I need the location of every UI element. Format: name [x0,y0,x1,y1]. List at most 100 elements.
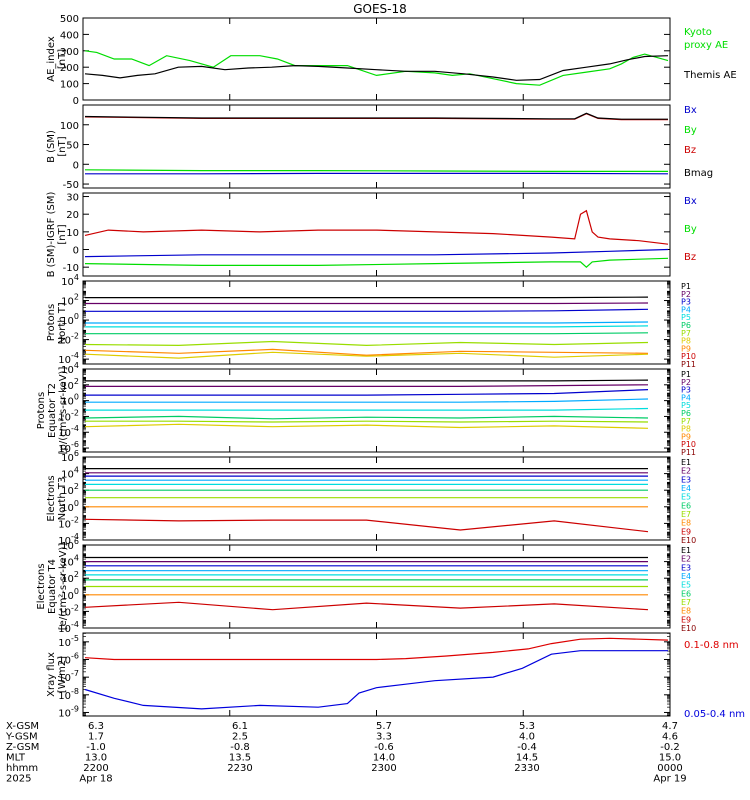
y-axis-label: B (SM) [46,130,57,163]
y-tick-label: 10-9 [58,704,79,719]
series-line-by [84,257,669,269]
series-line-p1 [85,379,649,382]
panel-frame [82,17,671,101]
legend-entry: 0.1-0.8 nm [684,640,739,651]
y-tick-label: 30 [66,193,79,204]
series-line-0-05-0-4-nm [84,650,668,710]
legend-entry: By [684,224,697,235]
y-axis-label: North T1 [57,301,68,345]
legend-entry: Bz [684,252,696,263]
legend-entry: P10 [681,352,696,361]
x-axis-value: 2300 [371,763,396,774]
legend-entry: E1 [681,546,691,555]
legend-entry: P4 [681,393,691,402]
legend-entry: E5 [681,493,691,502]
x-axis-value: -0.2 [660,742,680,753]
legend-entry: E2 [681,555,691,564]
time-axis-table: X-GSM 6.3 6.1 5.7 5.3 4.7 Y-GSM 1.7 2.5 3.3 4.0 4.6… [5,721,687,785]
x-axis-value: 6.1 [232,721,248,732]
series-line-0-1-0-8-nm [84,637,669,661]
legend-entry: E9 [681,527,691,536]
legend-entry: E1 [681,458,691,467]
panel-3: -10 0 10 20 30 B (SM)-IGRF (SM) [nT] Bx By Bz [46,192,697,278]
series-line-kyoto-proxy-ae [84,50,669,86]
legend-entry: Kyoto [684,27,712,38]
x-axis-row-label: 2025 [6,774,31,785]
legend-entry: P11 [681,360,696,369]
series-line-p6 [84,415,649,420]
legend-entry: P2 [681,290,691,299]
y-tick-label: 10-5 [58,634,79,649]
x-axis-value: -0.6 [374,742,394,753]
legend-entry: E6 [681,589,691,598]
series-line-p3 [85,389,649,396]
y-tick-label: -50 [63,180,79,191]
y-axis-label: AE_index [46,36,57,82]
legend-entry: E7 [681,510,691,519]
legend-entry: P5 [681,401,691,410]
series-line-p9 [84,348,649,356]
series-line-p2 [85,384,649,387]
x-axis-row-label: MLT [6,753,26,764]
y-tick-label: 0 [73,96,79,107]
legend-entry: E8 [681,519,691,528]
legend-entry: P7 [681,417,691,426]
legend-entry: E9 [681,615,691,624]
y-tick-label: 0 [73,160,79,171]
y-axis-label: [W/m2] [57,656,68,693]
y-axis-label: North T3 [57,477,68,521]
series-line-p6 [85,332,649,335]
series-line-p4 [85,398,649,403]
legend-entry: E10 [681,624,696,633]
legend-entry: Bz [684,145,696,156]
y-axis-label: [p/(cm²-s-sr-keV)] [58,367,69,455]
legend-entry: P1 [681,370,691,379]
legend-entry: E3 [681,563,691,572]
y-tick-label: 100 [60,121,79,132]
legend-entry: Bmag [684,168,713,179]
y-axis-label: Equator T4 [47,559,58,614]
x-axis-value: 2.5 [232,732,248,743]
figure-title: GOES-18 [353,2,407,16]
y-tick-label: 10 [66,228,79,239]
legend-entry: P1 [681,282,691,291]
y-axis-label: Electrons [36,563,47,609]
legend-entry: E2 [681,467,691,476]
x-axis-row-label: Z-GSM [6,742,39,753]
y-tick-label: 20 [66,210,79,221]
series-line-p2 [85,302,649,305]
legend-entry: P4 [681,305,691,314]
x-axis-value: 4.7 [662,721,678,732]
legend-entry: E5 [681,581,691,590]
y-tick-label: 104 [61,273,79,288]
legend-entry: Themis AE [683,70,737,81]
y-tick-label: 300 [60,47,79,58]
x-axis-value: 4.0 [519,732,535,743]
y-tick-label: 0 [73,246,79,257]
series-line-p5 [85,325,649,328]
legend-entry: 0.05-0.4 nm [684,709,745,720]
y-axis-label: Protons [46,304,57,341]
legend-entry: P2 [681,378,691,387]
legend-entry: Bx [684,196,697,207]
y-axis-label: B (SM)-IGRF (SM) [46,192,57,278]
legend-entry: P6 [681,409,691,418]
x-axis-value: 14.0 [373,753,395,764]
legend-entry: P8 [681,425,691,434]
y-axis-label: [nT] [57,136,68,156]
series-line-p8 [84,423,649,429]
x-axis-value: 15.0 [659,753,681,764]
series-line-p3 [85,308,649,312]
series-line-bx [84,248,669,258]
series-line-by [84,169,668,172]
x-axis-value: 0000 [657,763,682,774]
x-axis-value: 13.0 [85,753,107,764]
